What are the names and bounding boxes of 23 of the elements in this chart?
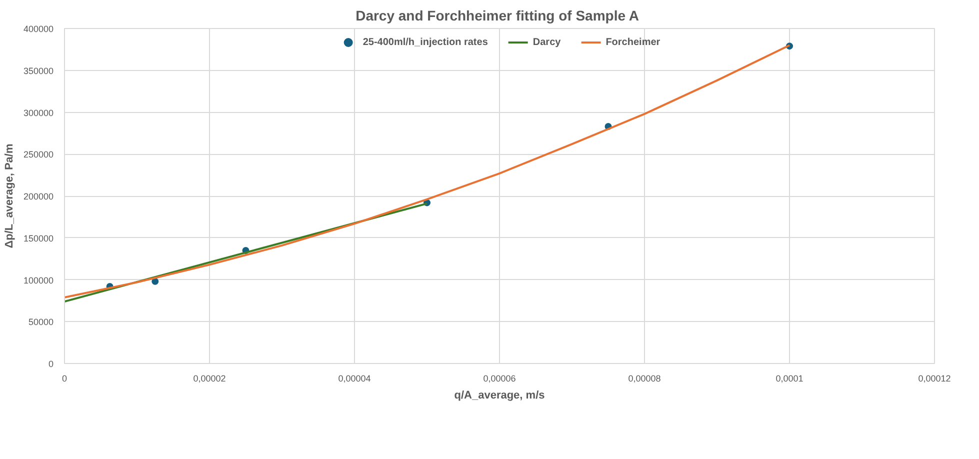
- legend-label: Darcy: [532, 36, 561, 48]
- x-tick-label: 0,00012: [918, 374, 951, 384]
- chart-title: Darcy and Forchheimer fitting of Sample A: [356, 8, 640, 24]
- y-tick-label: 0: [48, 359, 54, 369]
- y-tick-label: 100000: [23, 275, 54, 286]
- legend-label: Forcheimer: [606, 36, 660, 48]
- y-tick-label: 250000: [23, 150, 54, 160]
- y-tick-label: 300000: [23, 108, 54, 118]
- x-tick-label: 0: [62, 374, 68, 384]
- y-tick-label: 150000: [23, 233, 54, 244]
- x-tick-label: 0,00006: [483, 374, 516, 384]
- x-tick-label: 0,00004: [338, 374, 371, 384]
- x-tick-label: 0,00002: [193, 374, 226, 384]
- x-axis-title: q/A_average, m/s: [454, 390, 545, 402]
- x-tick-label: 0,0001: [776, 374, 804, 384]
- y-tick-label: 200000: [23, 192, 54, 202]
- y-tick-label: 50000: [28, 317, 54, 328]
- x-tick-label: 0,00008: [628, 374, 661, 384]
- point: [152, 278, 159, 285]
- y-tick-label: 400000: [23, 24, 54, 34]
- y-tick-label: 350000: [23, 66, 54, 76]
- legend-label: 25-400ml/h_injection rates: [362, 36, 488, 48]
- y-axis-title: Δp/L_average, Pa/m: [3, 144, 16, 248]
